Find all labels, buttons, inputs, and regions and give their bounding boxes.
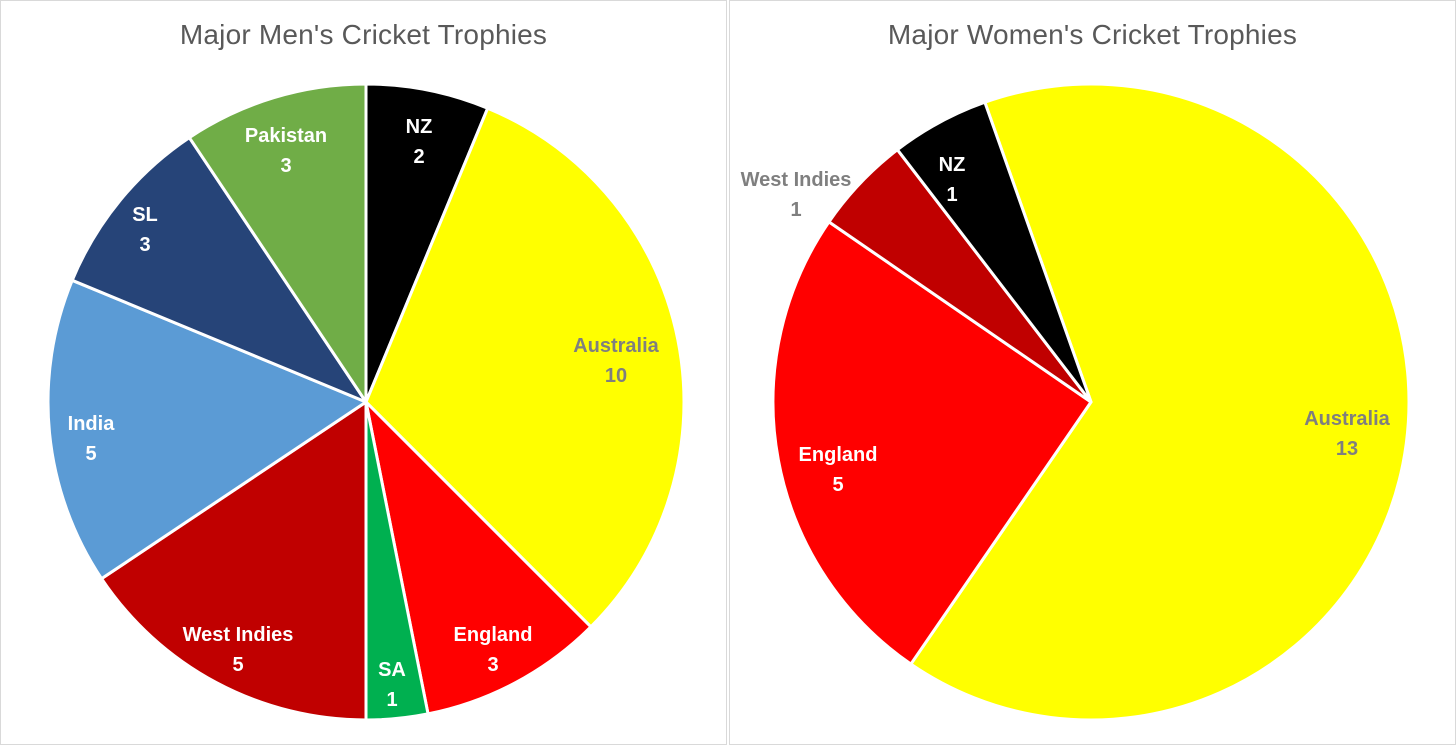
mens-label-england: England — [454, 624, 533, 646]
mens-chart-panel: Major Men's Cricket Trophies NZ 2 Australi… — [0, 0, 727, 745]
mens-slice-australia — [364, 106, 686, 629]
mens-label-west-indies: West Indies — [183, 624, 294, 646]
mens-value-pakistan: 3 — [280, 155, 291, 177]
mens-label-sl: SL — [132, 204, 158, 226]
womens-slice-england — [771, 220, 1093, 666]
womens-label-australia: Australia — [1304, 408, 1390, 430]
womens-chart-panel: Major Women's Cricket Trophies Australia… — [729, 0, 1456, 745]
mens-pie-chart: NZ 2 Australia 10 England 3 SA 1 West Indies 5 Ind… — [46, 82, 686, 722]
mens-chart-title: Major Men's Cricket Trophies — [179, 19, 548, 50]
mens-value-nz: 2 — [413, 146, 424, 168]
mens-label-australia: Australia — [573, 335, 659, 357]
womens-value-nz: 1 — [946, 184, 957, 206]
mens-value-india: 5 — [85, 443, 96, 465]
womens-label-west-indies: West Indies — [741, 169, 852, 191]
mens-slice-india — [46, 278, 368, 581]
mens-slice-pakistan — [187, 82, 368, 404]
mens-value-sl: 3 — [139, 234, 150, 256]
womens-slice-nz — [895, 100, 1093, 404]
mens-slice-west-indies — [100, 400, 368, 722]
womens-label-england: England — [799, 444, 878, 466]
mens-label-india: India — [68, 413, 116, 435]
womens-label-nz: NZ — [939, 154, 966, 176]
mens-value-england: 3 — [487, 654, 498, 676]
womens-value-england: 5 — [832, 474, 843, 496]
mens-value-australia: 10 — [605, 365, 627, 387]
mens-slice-england — [364, 400, 593, 716]
womens-value-west-indies: 1 — [790, 199, 801, 221]
womens-chart-title: Major Women's Cricket Trophies — [887, 19, 1298, 50]
mens-slice-nz — [364, 82, 490, 404]
mens-label-sa: SA — [378, 659, 406, 681]
mens-label-nz: NZ — [406, 116, 433, 138]
mens-value-west-indies: 5 — [232, 654, 243, 676]
womens-value-australia: 13 — [1336, 438, 1358, 460]
mens-label-pakistan: Pakistan — [245, 125, 327, 147]
womens-pie-chart: Australia 13 England 5 West Indies 1 NZ 1 — [741, 82, 1411, 722]
mens-value-sa: 1 — [386, 689, 397, 711]
mens-slice-sl — [70, 136, 368, 404]
